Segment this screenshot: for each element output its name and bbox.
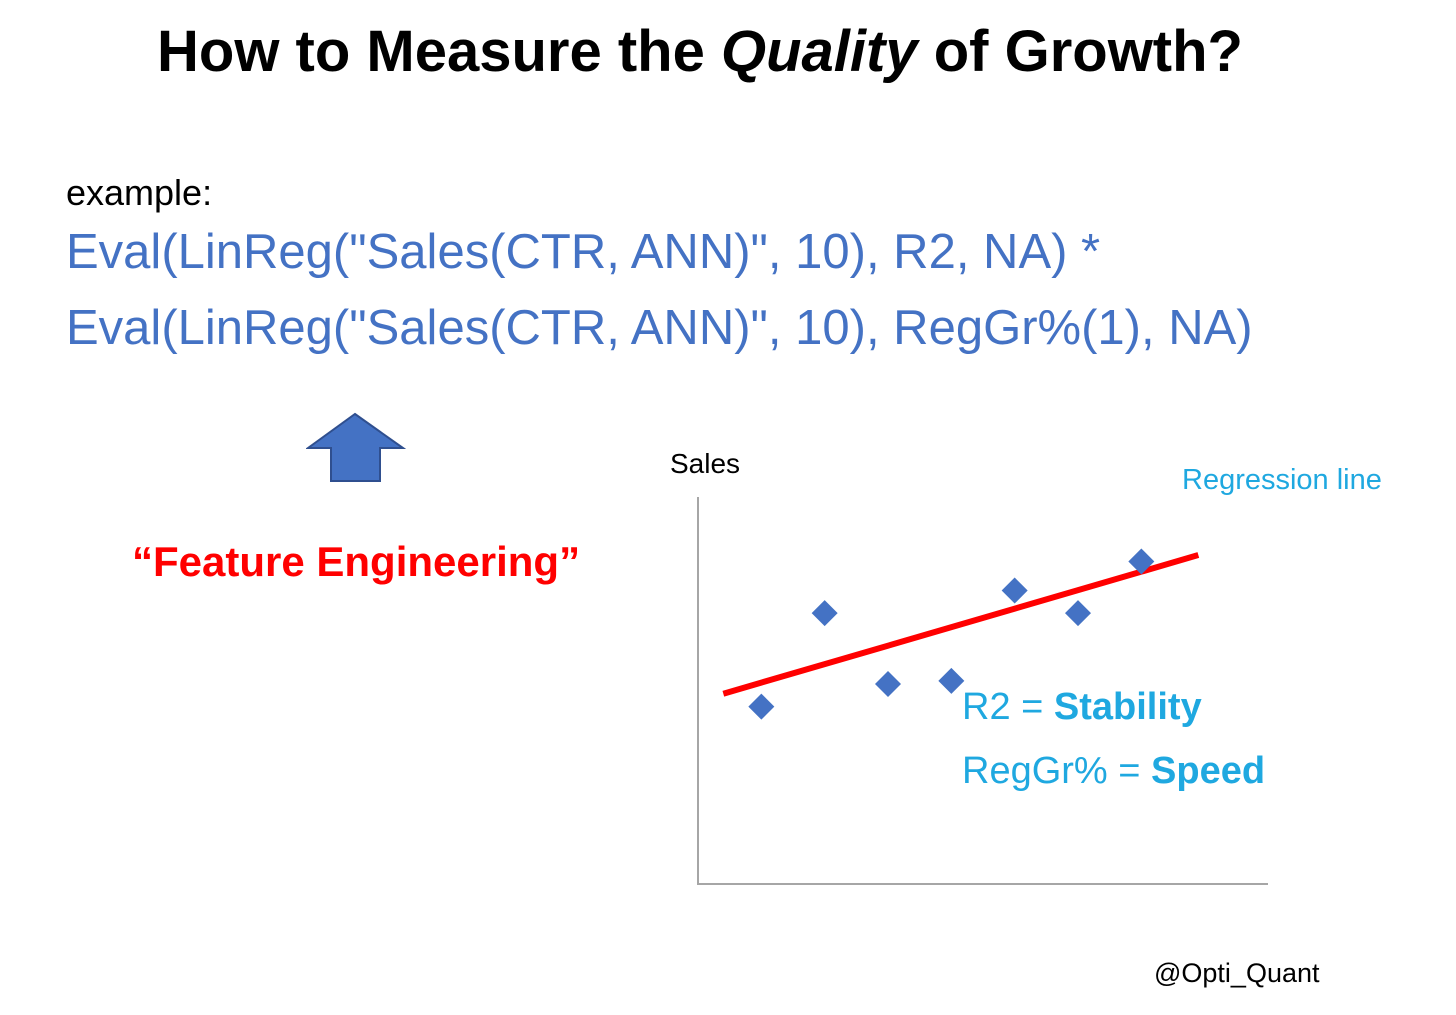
data-point: [811, 600, 838, 627]
regression-line: [722, 552, 1200, 697]
title-prefix: How to Measure the: [157, 19, 721, 84]
title-emphasis: Quality: [721, 19, 918, 84]
metric-reggr-sep: =: [1107, 750, 1152, 792]
data-point: [748, 693, 775, 720]
example-label: example:: [66, 172, 213, 213]
title-suffix: of Growth?: [917, 19, 1243, 84]
formula-line-1: Eval(LinReg("Sales(CTR, ANN)", 10), R2, …: [66, 225, 1101, 279]
author-handle: @Opti_Quant: [1154, 958, 1320, 988]
data-point: [875, 671, 901, 698]
up-arrow-icon: [306, 412, 406, 482]
regression-line-label: Regression line: [1182, 464, 1382, 496]
metric-r2-name: R2: [962, 686, 1011, 728]
page-title: How to Measure the Quality of Growth?: [0, 18, 1400, 85]
metric-reggr-name: RegGr%: [962, 750, 1108, 792]
metric-r2-sep: =: [1010, 686, 1054, 728]
metric-reggr-meaning: Speed: [1151, 750, 1266, 792]
metric-r2: R2 = Stability: [962, 686, 1202, 729]
metric-reggr: RegGr% = Speed: [962, 750, 1265, 793]
metric-r2-meaning: Stability: [1053, 686, 1202, 728]
data-point: [1065, 600, 1091, 627]
data-point: [1001, 577, 1028, 604]
y-axis-label: Sales: [670, 448, 741, 479]
data-point: [938, 667, 965, 694]
feature-engineering-label: “Feature Engineering”: [132, 538, 581, 585]
formula-line-2: Eval(LinReg("Sales(CTR, ANN)", 10), RegG…: [66, 301, 1253, 355]
data-point: [1128, 548, 1155, 575]
